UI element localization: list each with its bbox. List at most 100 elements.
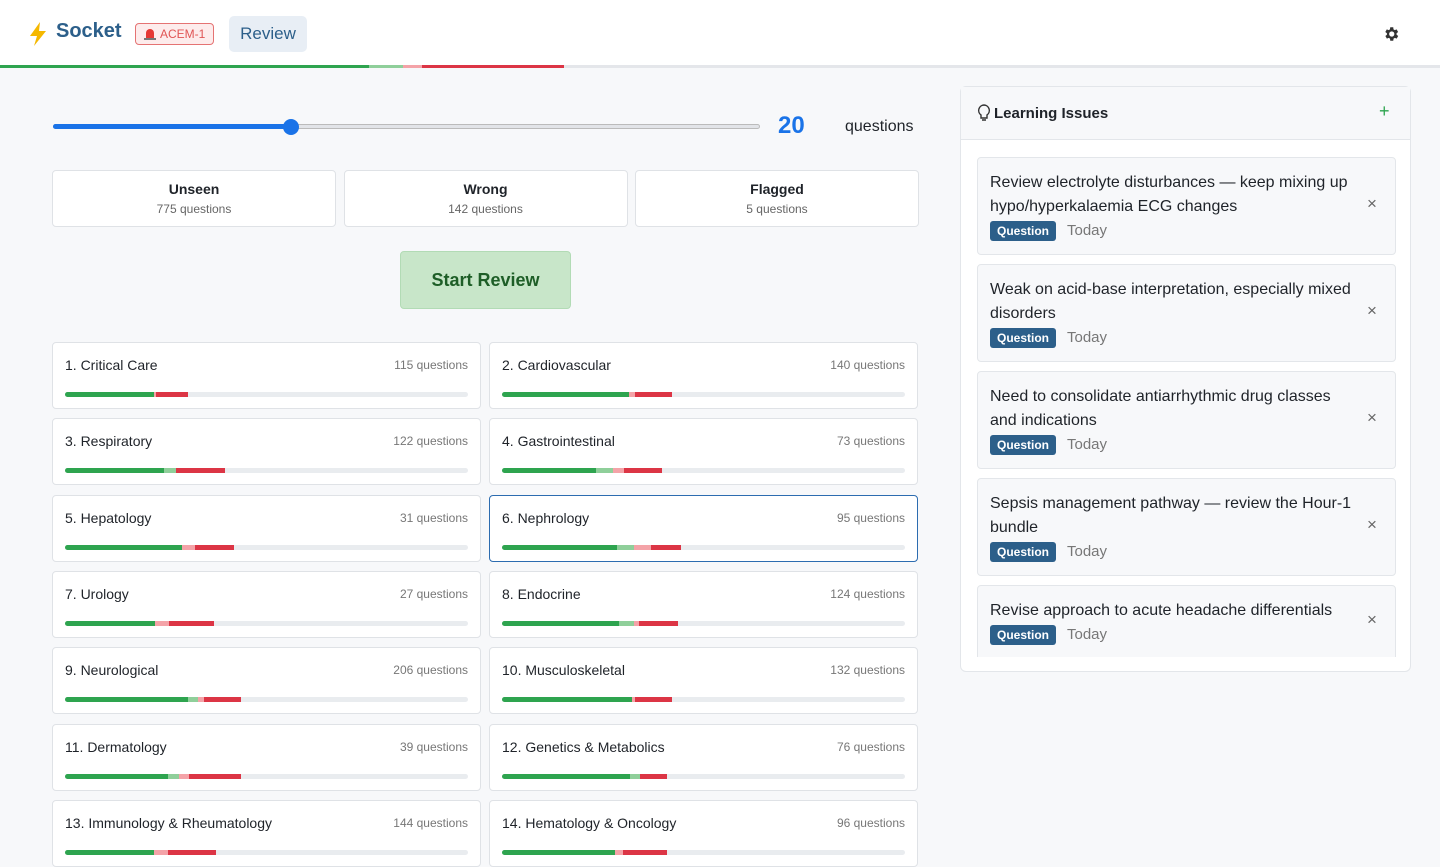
slider-fill	[53, 124, 291, 129]
progress-segment	[618, 620, 634, 626]
progress-segment	[502, 392, 629, 397]
category-count: 39 questions	[399, 739, 468, 754]
review-tab[interactable]: Review	[229, 16, 307, 52]
remove-issue-button[interactable]: ×	[1367, 515, 1377, 534]
slider-thumb[interactable]	[283, 119, 299, 135]
progress-segment	[176, 468, 225, 474]
logo-icon	[30, 22, 46, 46]
progress-segment	[633, 544, 651, 550]
issue-tag: Question	[990, 542, 1057, 562]
add-issue-button[interactable]: +	[1379, 101, 1390, 121]
category-count: 124 questions	[830, 586, 905, 601]
category-count: 31 questions	[399, 510, 468, 525]
category-card[interactable]: 2. Cardiovascular 140 questions	[489, 342, 918, 409]
progress-segment	[204, 697, 242, 703]
remove-issue-button[interactable]: ×	[1367, 301, 1377, 320]
progress-segment	[154, 620, 169, 626]
siren-icon	[144, 29, 156, 40]
category-card[interactable]: 3. Respiratory 122 questions	[52, 418, 481, 486]
category-card[interactable]: 1. Critical Care 115 questions	[52, 342, 481, 409]
remove-issue-button[interactable]: ×	[1367, 610, 1377, 629]
category-count: 132 questions	[830, 663, 905, 678]
category-card[interactable]: 10. Musculoskeletal 132 questions	[489, 647, 918, 715]
progress-segment	[595, 468, 613, 474]
category-name: 14. Hematology & Oncology	[502, 814, 677, 831]
issue-card: Need to consolidate antiarrhythmic drug …	[977, 371, 1396, 469]
category-card[interactable]: 14. Hematology & Oncology 96 questions	[489, 799, 918, 867]
bulb-icon	[977, 104, 991, 121]
progress-segment	[189, 773, 242, 779]
progress-segment	[622, 849, 668, 855]
panel-title: Learning Issues	[994, 105, 1109, 122]
remove-issue-button[interactable]: ×	[1367, 194, 1377, 213]
progress-segment	[197, 697, 204, 703]
progress-segment	[628, 392, 635, 397]
progress-segment	[65, 620, 155, 626]
issue-text: Revise approach to acute headache differ…	[990, 602, 1333, 619]
progress-segment	[153, 392, 156, 397]
category-card[interactable]: 4. Gastrointestinal 73 questions	[489, 418, 918, 486]
question-count: 20	[778, 112, 805, 139]
progress-segment	[181, 544, 195, 550]
progress-segment	[194, 544, 234, 550]
issue-card: Sepsis management pathway — review the H…	[977, 478, 1396, 576]
learning-issues-panel: Learning Issues + Review electrolyte dis…	[960, 86, 1411, 672]
progress-segment	[155, 392, 188, 397]
category-card[interactable]: 13. Immunology & Rheumatology 144 questio…	[52, 799, 481, 867]
category-progress	[502, 392, 905, 397]
category-card[interactable]: 11. Dermatology 39 questions	[52, 723, 481, 791]
category-progress	[65, 773, 468, 779]
category-progress	[65, 697, 468, 703]
category-progress	[65, 544, 468, 550]
progress-segment	[179, 773, 190, 779]
category-name: 8. Endocrine	[502, 585, 581, 602]
category-progress	[65, 468, 468, 474]
progress-segment	[631, 697, 635, 703]
category-name: 4. Gastrointestinal	[502, 433, 615, 450]
category-name: 11. Dermatology	[65, 738, 167, 755]
mode-card[interactable]: Wrong 142 questions	[343, 170, 628, 227]
category-card[interactable]: 7. Urology 27 questions	[52, 570, 481, 638]
progress-segment	[502, 773, 630, 779]
issue-date: Today	[1067, 626, 1108, 643]
category-name: 13. Immunology & Rheumatology	[65, 814, 272, 831]
category-name: 6. Nephrology	[502, 509, 590, 526]
settings-button[interactable]	[1382, 25, 1400, 43]
progress-segment	[403, 65, 422, 68]
category-count: 122 questions	[393, 434, 468, 449]
mode-card[interactable]: Unseen 775 questions	[52, 170, 336, 227]
progress-segment	[187, 697, 198, 703]
category-card[interactable]: 6. Nephrology 95 questions	[489, 494, 918, 562]
category-card[interactable]: 9. Neurological 206 questions	[52, 647, 481, 715]
question-count-label: questions	[845, 118, 914, 135]
progress-segment	[614, 849, 623, 855]
category-count: 27 questions	[399, 586, 468, 601]
issue-tag: Question	[990, 625, 1057, 645]
issue-tag: Question	[990, 328, 1057, 348]
brand[interactable]: Socket	[56, 20, 122, 42]
progress-segment	[623, 468, 662, 474]
issue-tag: Question	[990, 435, 1057, 455]
header: Socket ACEM-1 Review	[0, 0, 1440, 65]
category-card[interactable]: 8. Endocrine 124 questions	[489, 570, 918, 638]
progress-segment	[65, 544, 182, 550]
category-name: 9. Neurological	[65, 662, 159, 679]
remove-issue-button[interactable]: ×	[1367, 408, 1377, 427]
issue-card: Review electrolyte disturbances — keep m…	[977, 157, 1396, 255]
category-name: 5. Hepatology	[65, 509, 152, 526]
progress-segment	[65, 849, 154, 855]
progress-segment	[168, 773, 180, 779]
issue-date: Today	[1067, 222, 1108, 239]
progress-segment	[168, 620, 215, 626]
progress-segment	[164, 468, 177, 474]
category-card[interactable]: 12. Genetics & Metabolics 76 questions	[489, 723, 918, 791]
start-review-button[interactable]: Start Review	[400, 251, 571, 309]
category-progress	[502, 620, 905, 626]
category-count: 73 questions	[836, 434, 905, 449]
progress-segment	[633, 620, 639, 626]
category-name: 1. Critical Care	[65, 357, 158, 373]
category-name: 10. Musculoskeletal	[502, 662, 625, 679]
mode-card[interactable]: Flagged 5 questions	[635, 170, 919, 227]
category-card[interactable]: 5. Hepatology 31 questions	[52, 494, 481, 562]
mode-count: 142 questions	[448, 202, 523, 216]
